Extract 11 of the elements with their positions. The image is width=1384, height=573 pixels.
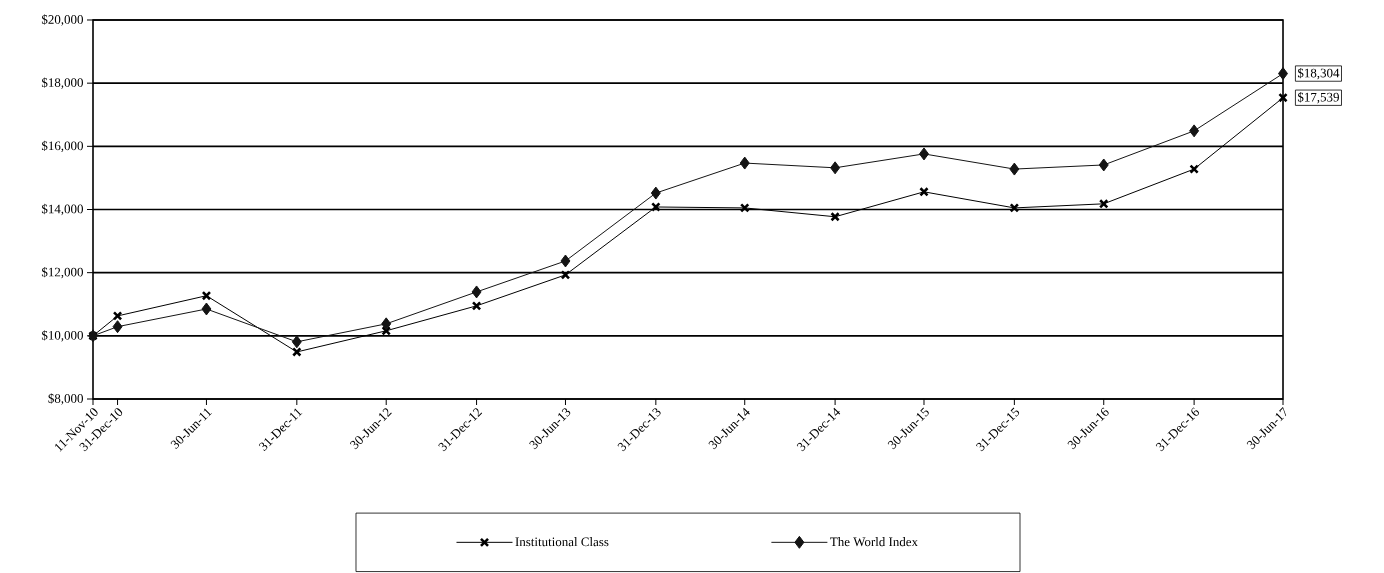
annotation: $18,304 — [1297, 67, 1340, 80]
y-tick-label: $12,000 — [41, 266, 83, 279]
legend-label: Institutional Class — [515, 537, 609, 547]
annotation: $17,539 — [1297, 92, 1339, 104]
y-tick-label: $14,000 — [41, 203, 83, 216]
y-tick-label: $20,000 — [41, 14, 83, 26]
y-tick-label: $16,000 — [41, 140, 83, 153]
legend-label: The World Index — [830, 537, 918, 547]
y-tick-label: $10,000 — [41, 330, 83, 342]
y-tick-label: $8,000 — [48, 393, 83, 405]
y-tick-label: $18,000 — [41, 77, 83, 89]
